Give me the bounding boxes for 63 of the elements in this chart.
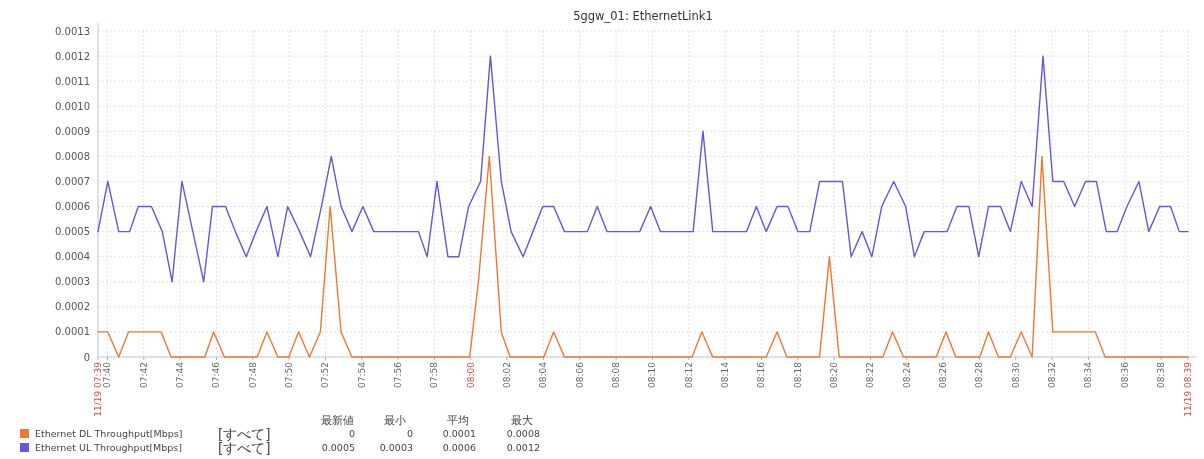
y-tick-label: 0.0008 [55, 150, 90, 162]
y-tick-label: 0.0007 [55, 175, 90, 187]
y-tick-label: 0.0010 [55, 100, 90, 112]
x-tick-label: 08:32 [1047, 362, 1058, 388]
y-tick-label: 0.0005 [55, 226, 90, 238]
x-tick-label: 08:08 [611, 361, 622, 388]
y-tick-label: 0.0002 [55, 301, 90, 313]
x-tick-label: 08:30 [1010, 361, 1021, 388]
text: 0.0012 [506, 442, 540, 453]
x-tick-label: 08:02 [502, 362, 513, 388]
x-tick-label: 08:22 [865, 362, 876, 388]
x-tick-label: 07:58 [429, 361, 440, 388]
text: 0.0005 [321, 442, 355, 453]
y-tick-label: 0.0009 [55, 125, 90, 137]
text: 0 [348, 428, 355, 439]
x-tick-label: 07:40 [102, 361, 113, 388]
y-tick-label: 0.0011 [55, 75, 90, 87]
x-tick-label: 08:06 [574, 361, 585, 388]
x-tick-label: 08:04 [538, 361, 549, 388]
x-tick-label: 08:36 [1119, 361, 1130, 388]
legend-label: Ethernet UL Throughput[Mbps] [35, 442, 183, 453]
x-tick-label: 08:28 [974, 361, 985, 388]
x-tick-label: 08:16 [756, 361, 767, 388]
text: 0.0003 [379, 442, 413, 453]
x-tick-label: 07:48 [247, 361, 258, 388]
text: [すべて] [218, 425, 271, 442]
x-tick-label: 07:46 [211, 361, 222, 388]
legend-label: Ethernet DL Throughput[Mbps] [35, 428, 183, 439]
text: 0 [406, 428, 413, 439]
x-tick-label: 11/19 08:39 [1183, 361, 1193, 417]
x-tick-label: 07:44 [175, 361, 186, 388]
text: 最大 [511, 414, 533, 427]
y-tick-label: 0.0006 [55, 201, 90, 213]
x-tick-label: 07:52 [320, 362, 331, 388]
y-tick-label: 0.0013 [55, 25, 90, 37]
x-tick-label: 11/19 07:39 [93, 361, 103, 417]
y-tick-label: 0 [83, 351, 90, 363]
x-tick-label: 08:12 [683, 362, 694, 388]
text: 0.0001 [442, 428, 476, 439]
x-tick-label: 08:10 [647, 361, 658, 388]
x-tick-label: 07:50 [284, 361, 295, 388]
line-series [97, 55, 1189, 283]
x-tick-label: 08:00 [465, 361, 476, 388]
x-tick-label: 07:56 [393, 361, 404, 388]
x-tick-label: 08:20 [829, 361, 840, 388]
text: 最新値 [320, 414, 354, 427]
x-tick-label: 08:14 [720, 361, 731, 388]
text: 0.0006 [442, 442, 476, 453]
text: 0.0008 [506, 428, 540, 439]
y-tick-label: 0.0012 [55, 50, 90, 62]
y-tick-label: 0.0001 [55, 326, 90, 338]
x-tick-label: 08:24 [901, 361, 912, 388]
text: 最小 [384, 414, 406, 427]
y-tick-label: 0.0004 [55, 251, 90, 263]
chart-title: 5ggw_01: EthernetLink1 [573, 9, 713, 23]
y-tick-label: 0.0003 [55, 276, 90, 288]
x-tick-label: 07:54 [356, 361, 367, 388]
x-tick-label: 08:26 [938, 361, 949, 388]
x-tick-label: 08:34 [1083, 361, 1094, 388]
x-tick-label: 07:42 [138, 362, 149, 388]
x-tick-label: 08:18 [792, 361, 803, 388]
x-tick-label: 08:38 [1156, 361, 1167, 388]
text: 平均 [447, 414, 469, 427]
